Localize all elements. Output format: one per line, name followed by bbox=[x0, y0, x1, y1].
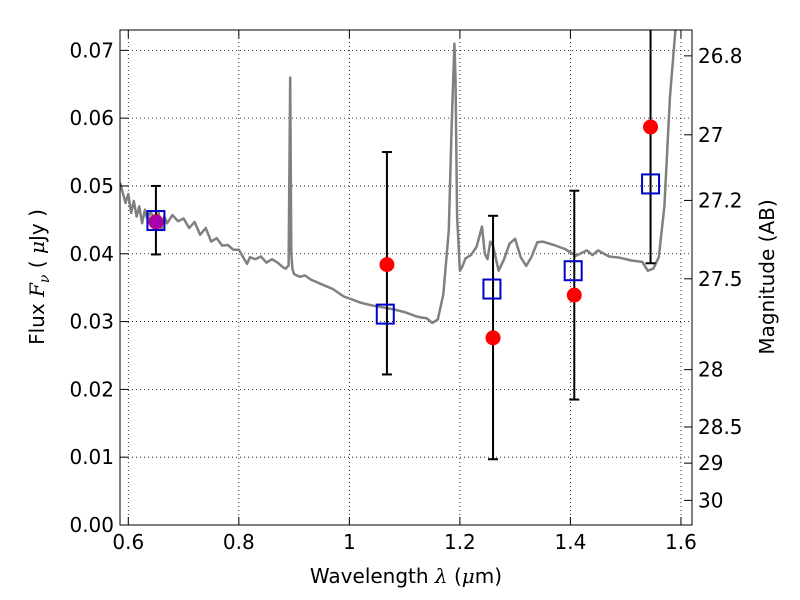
ticks: 0.6 0.8 1 1.2 1.4 1.6 0.00 0.01 0.02 0.03 0.04 0.05… bbox=[69, 30, 743, 554]
y2-tick-label: 27.5 bbox=[698, 267, 743, 291]
x-tick-label: 0.8 bbox=[223, 530, 255, 554]
circle-point bbox=[566, 287, 582, 303]
plot-area bbox=[120, 30, 677, 325]
x-tick-label: 1 bbox=[343, 530, 356, 554]
x-tick-label: 1.2 bbox=[444, 530, 476, 554]
y2-tick-label: 28.5 bbox=[698, 415, 743, 439]
grid-lines bbox=[120, 30, 692, 526]
y2-tick-label: 30 bbox=[698, 488, 723, 512]
y-tick-label: 0.01 bbox=[69, 445, 114, 469]
square-point bbox=[375, 303, 395, 325]
axes-frame bbox=[119, 29, 693, 526]
y-axis-label: Flux Fν ( μJy ) bbox=[25, 209, 53, 345]
circle-point bbox=[379, 257, 395, 273]
x-tick-label: 0.6 bbox=[112, 530, 144, 554]
y-tick-label: 0.03 bbox=[69, 310, 114, 334]
x-tick-label: 1.4 bbox=[555, 530, 587, 554]
square-point bbox=[482, 278, 502, 300]
y-tick-label: 0.06 bbox=[69, 106, 114, 130]
y-tick-label: 0.05 bbox=[69, 174, 114, 198]
y2-tick-label: 27 bbox=[698, 123, 723, 147]
circle-point bbox=[643, 119, 659, 135]
y-tick-label: 0.00 bbox=[69, 513, 114, 537]
x-axis-label: Wavelength λ (μm) bbox=[310, 564, 502, 588]
spectrum-line bbox=[120, 30, 677, 325]
x-tick-label: 1.6 bbox=[665, 530, 697, 554]
y2-tick-label: 28 bbox=[698, 358, 723, 382]
y-tick-label: 0.04 bbox=[69, 242, 114, 266]
y2-tick-label: 29 bbox=[698, 451, 723, 475]
circle-point bbox=[485, 330, 501, 346]
square-point bbox=[146, 210, 166, 232]
y-tick-label: 0.02 bbox=[69, 377, 114, 401]
overlap-point bbox=[148, 214, 163, 229]
plot-frame bbox=[119, 29, 693, 526]
error-bars bbox=[146, 30, 661, 461]
y-tick-label: 0.07 bbox=[69, 38, 114, 62]
y2-tick-label: 26.8 bbox=[698, 44, 743, 68]
y2-axis-label: Magnitude (AB) bbox=[755, 199, 779, 354]
square-point bbox=[563, 260, 583, 282]
square-point bbox=[641, 173, 661, 195]
y2-tick-label: 27.2 bbox=[698, 188, 743, 212]
